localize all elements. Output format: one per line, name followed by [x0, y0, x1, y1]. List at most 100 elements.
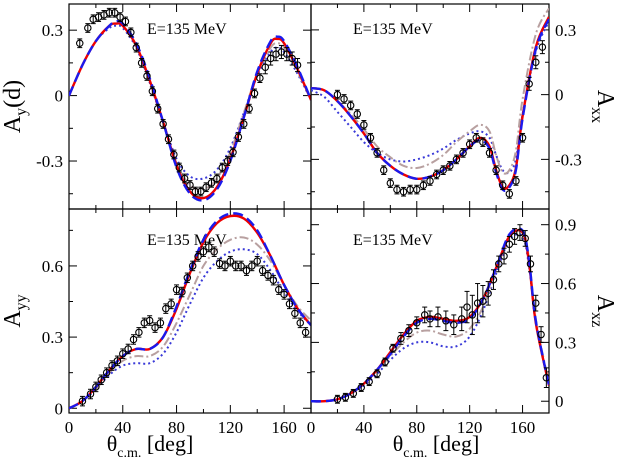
y-tick-label-axx-0: -0.3	[555, 150, 582, 169]
data-point-ay-0	[76, 39, 84, 48]
data-point-axx-31	[538, 43, 547, 51]
data-point-axx-30	[532, 58, 540, 67]
y-label-sub-axz: xz	[588, 312, 605, 327]
data-point-ay-35	[266, 54, 275, 63]
data-point-ayy-0	[78, 397, 87, 405]
y-tick-label-axz-2: 0.6	[555, 275, 576, 294]
data-point-axx-21	[472, 134, 481, 142]
svg-text:θc.m. [deg]: θc.m. [deg]	[393, 431, 480, 461]
data-point-ayy-10	[135, 328, 143, 337]
data-point-ayy-1	[86, 390, 95, 398]
y-tick-label-ay-1: 0	[55, 87, 64, 106]
data-point-axx-28	[518, 134, 527, 142]
data-point-ay-1	[84, 24, 92, 32]
y-label-sub-ayy: yy	[13, 294, 30, 310]
data-point-axz-20	[479, 297, 487, 305]
data-point-ay-9	[127, 28, 135, 37]
data-point-axx-24	[492, 166, 500, 174]
data-point-axz-26	[510, 232, 519, 241]
data-point-axz-11	[420, 311, 429, 319]
x-label-unit: [deg]	[141, 431, 193, 456]
data-point-ayy-28	[231, 262, 240, 270]
data-point-ayy-4	[102, 368, 111, 377]
data-point-axz-2	[349, 389, 358, 398]
curve-dotted-axz	[311, 233, 549, 403]
data-point-axz-27	[516, 228, 524, 237]
data-point-ay-40	[293, 61, 302, 69]
data-point-ay-20	[186, 181, 194, 189]
data-point-ay-12	[143, 72, 151, 80]
data-point-axz-5	[373, 370, 381, 378]
y-tick-label-axx-2: 0.3	[555, 21, 576, 40]
data-point-ayy-24	[210, 247, 218, 256]
y-label-main-axz: A	[592, 295, 618, 313]
x-tick-label-ayy-80: 80	[168, 418, 185, 437]
x-tick-label-axz-80: 80	[408, 418, 425, 437]
annotation-ay: E=135 MeV	[147, 21, 227, 38]
data-point-axx-23	[485, 149, 494, 157]
data-point-ay-32	[250, 89, 259, 98]
curve-dashdot-ay	[69, 22, 311, 191]
data-point-axz-7	[389, 344, 397, 353]
data-point-ay-30	[240, 120, 248, 128]
data-point-ay-26	[218, 163, 227, 172]
y-label-sub-ay: y	[13, 108, 30, 116]
curve-solid-axx	[311, 16, 549, 190]
frame-axz	[310, 208, 550, 414]
data-point-ay-33	[256, 74, 264, 82]
y-tick-label-ay-2: 0.3	[42, 21, 63, 40]
x-axis-label-right: θc.m. [deg]	[393, 431, 480, 461]
data-point-ay-16	[164, 135, 173, 143]
annotation-axz: E=135 MeV	[353, 232, 433, 249]
x-tick-label-ayy-0: 0	[65, 418, 74, 437]
data-point-axx-29	[525, 80, 533, 88]
data-point-axz-12	[426, 315, 434, 323]
data-point-ay-14	[153, 104, 162, 113]
data-point-axx-17	[446, 162, 454, 170]
data-point-ay-13	[148, 87, 157, 95]
y-axis-label-axx: Axx	[588, 90, 618, 123]
panel-ayy: 0 40 80 120 160 0 0.3 0.6 Ayy E=135 MeV	[0, 208, 312, 437]
data-point-axx-14	[426, 177, 434, 185]
data-point-ay-8	[121, 17, 130, 26]
data-point-ay-21	[191, 187, 200, 196]
curve-solid-ay	[69, 22, 311, 200]
data-point-ay-18	[175, 163, 183, 172]
data-point-ayy-41	[301, 328, 310, 337]
y-tick-label-axz-1: 0.3	[555, 333, 576, 352]
data-point-axz-0	[333, 395, 342, 404]
y-tick-label-axz-0: 0	[555, 392, 564, 411]
x-label-unit-2: [deg]	[427, 431, 479, 456]
panels-layer: -0.3 0 0.3 Ay(d) E=135 MeV -0.3 0 0.3 Axx E=135 M…	[0, 3, 618, 437]
panel-axz: 0 40 80 120 160 0 0.3 0.6 0.9 Axz E=135 MeV	[307, 208, 618, 437]
y-axis-label-ayy: Ayy	[0, 294, 30, 327]
data-point-axx-12	[413, 185, 421, 194]
y-label-main-axx: A	[592, 90, 618, 108]
data-point-axz-17	[463, 303, 471, 311]
x-tick-label-ayy-160: 160	[271, 418, 297, 437]
data-point-axx-20	[465, 140, 474, 149]
data-point-axz-9	[405, 326, 413, 335]
y-tick-label-ayy-1: 0.3	[42, 328, 63, 347]
data-point-axz-31	[537, 330, 545, 339]
data-point-ay-11	[137, 59, 146, 67]
data-point-ay-5	[105, 8, 114, 17]
x-label-sub-2: c.m.	[403, 446, 427, 461]
data-point-axx-22	[479, 138, 487, 146]
data-point-axz-16	[457, 315, 466, 323]
y-label-sub-axx: xx	[588, 107, 605, 123]
curve-dashed-ay	[69, 19, 311, 202]
data-point-axz-10	[413, 319, 421, 327]
data-points-axz	[333, 224, 549, 404]
y-label-main-ayy: A	[0, 310, 26, 328]
data-point-axx-0	[333, 90, 342, 99]
x-tick-label-ayy-120: 120	[218, 418, 244, 437]
data-point-axz-24	[500, 252, 508, 260]
data-point-axz-21	[484, 289, 492, 298]
data-point-axx-26	[505, 190, 514, 198]
x-axis-label-left: θc.m. [deg]	[107, 431, 194, 461]
curve-dotted-axx	[311, 20, 549, 175]
data-point-ayy-35	[269, 276, 278, 284]
data-point-ayy-6	[113, 357, 122, 365]
data-point-ayy-20	[188, 262, 197, 270]
